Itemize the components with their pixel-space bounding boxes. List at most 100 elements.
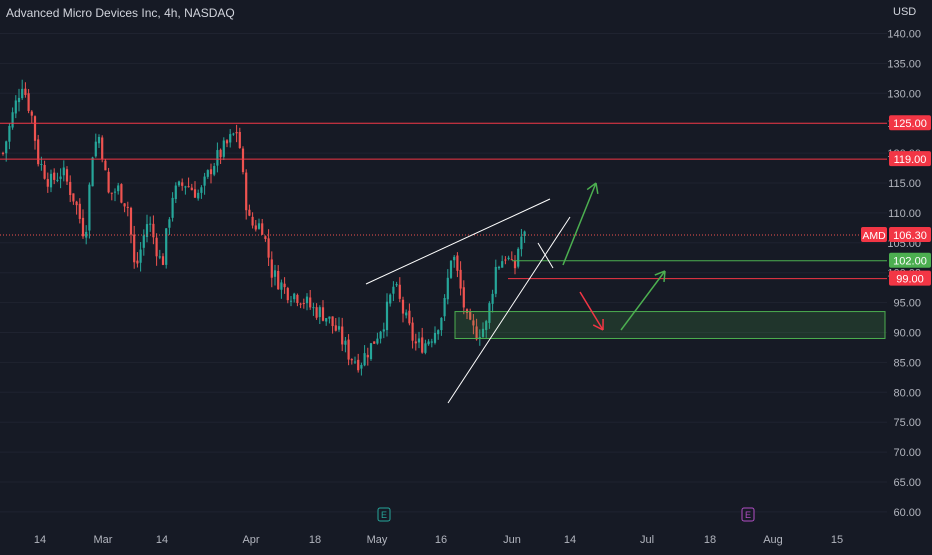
candle-body xyxy=(316,307,318,318)
candle-body xyxy=(440,318,442,330)
candle-body xyxy=(34,116,36,141)
time-tick-label: 16 xyxy=(435,534,447,546)
price-tick-label: 130.00 xyxy=(887,88,921,100)
candle-body xyxy=(127,207,129,208)
candle-body xyxy=(245,173,247,211)
candle-body xyxy=(111,193,113,194)
candle-body xyxy=(31,112,33,116)
candle-body xyxy=(12,112,14,127)
candle-body xyxy=(399,285,401,299)
candle-body xyxy=(389,295,391,304)
candle-body xyxy=(82,218,84,236)
time-tick-label: 14 xyxy=(34,534,46,546)
candle-body xyxy=(296,295,298,303)
candle-body xyxy=(504,260,506,261)
candle-body xyxy=(376,339,378,344)
candle-body xyxy=(47,179,49,187)
symbol-tag-label: AMD xyxy=(862,230,886,242)
candle-body xyxy=(450,261,452,278)
candle-body xyxy=(172,198,174,218)
price-tag-label: 106.30 xyxy=(893,230,927,242)
bullish-arrow-up[interactable] xyxy=(563,183,598,265)
candle-body xyxy=(405,312,407,315)
candle-body xyxy=(261,223,263,234)
candle-body xyxy=(53,173,55,180)
candle-body xyxy=(229,134,231,142)
candle-body xyxy=(44,165,46,179)
candle-body xyxy=(437,330,439,334)
candle-body xyxy=(421,337,423,352)
candle-body xyxy=(239,132,241,148)
candle-body xyxy=(258,223,260,229)
candle-body xyxy=(501,261,503,268)
earnings-event-2[interactable]: E xyxy=(742,508,754,521)
time-tick-label: Apr xyxy=(242,534,259,546)
candle-body xyxy=(392,287,394,294)
demand-zone[interactable] xyxy=(455,312,885,339)
candle-body xyxy=(312,307,314,308)
candle-body xyxy=(325,318,327,321)
time-tick-label: Jul xyxy=(640,534,654,546)
candle-body xyxy=(120,184,122,203)
candle-body xyxy=(133,235,135,263)
candle-body xyxy=(15,101,17,114)
time-tick-label: 15 xyxy=(831,534,843,546)
time-tick-label: Mar xyxy=(94,534,113,546)
candle-body xyxy=(124,203,126,206)
price-tag-label: 102.00 xyxy=(893,256,927,268)
candle-body xyxy=(207,170,209,177)
price-tick-label: 140.00 xyxy=(887,29,921,41)
candle-body xyxy=(168,219,170,227)
candle-body xyxy=(332,316,334,326)
price-tick-label: 60.00 xyxy=(893,507,921,519)
candle-body xyxy=(88,185,90,231)
candle-body xyxy=(69,182,71,195)
candle-body xyxy=(460,270,462,289)
candle-body xyxy=(24,89,26,95)
price-tag-label: 119.00 xyxy=(894,154,927,166)
candle-body xyxy=(143,235,145,247)
candle-body xyxy=(335,325,337,330)
candle-body xyxy=(178,181,180,185)
time-tick-label: 14 xyxy=(156,534,168,546)
candle-body xyxy=(184,186,186,187)
time-tick-label: 14 xyxy=(564,534,576,546)
price-tick-label: 95.00 xyxy=(893,298,921,310)
candle-body xyxy=(511,259,513,260)
candle-body xyxy=(306,297,308,304)
candle-body xyxy=(200,187,202,193)
candle-body xyxy=(520,237,522,250)
price-tick-label: 65.00 xyxy=(893,477,921,489)
price-tag: 119.00 xyxy=(889,151,931,166)
candle-body xyxy=(255,225,257,229)
candle-body xyxy=(232,134,234,135)
candle-body xyxy=(341,327,343,345)
time-tick-label: Aug xyxy=(763,534,783,546)
earnings-event-1[interactable]: E xyxy=(378,508,390,521)
candle-body xyxy=(284,284,286,287)
candle-body xyxy=(428,341,430,344)
candle-body xyxy=(79,204,81,219)
candle-body xyxy=(236,132,238,133)
candle-body xyxy=(287,288,289,300)
drawings[interactable] xyxy=(0,123,887,403)
candle-body xyxy=(117,185,119,191)
candle-body xyxy=(447,278,449,299)
candle-body xyxy=(444,298,446,316)
earnings-icon-label: E xyxy=(381,510,387,520)
candle-body xyxy=(223,140,225,156)
candle-body xyxy=(28,93,30,111)
candle-body xyxy=(402,300,404,314)
candle-body xyxy=(348,340,350,360)
candles xyxy=(2,80,526,376)
candle-body xyxy=(456,256,458,271)
price-tick-label: 75.00 xyxy=(893,417,921,429)
candle-body xyxy=(412,323,414,341)
candle-body xyxy=(415,341,417,343)
price-tick-label: 115.00 xyxy=(888,178,921,190)
candle-body xyxy=(5,141,7,153)
